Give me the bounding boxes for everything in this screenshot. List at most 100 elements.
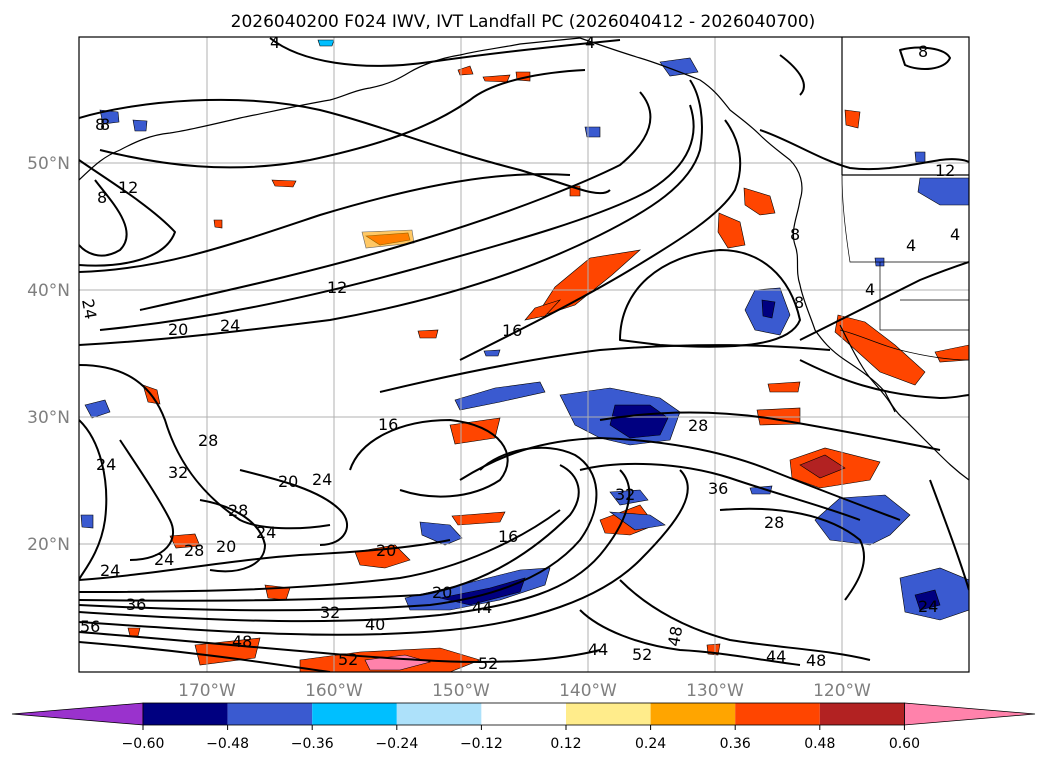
contour-label: 52 [632, 645, 652, 664]
contour-label: 24 [78, 297, 100, 320]
contour-label: 20 [432, 583, 452, 602]
contour-line [79, 446, 598, 612]
shade-positive [271, 179, 297, 188]
contour-label: 28 [184, 541, 204, 560]
contour-label: 24 [918, 597, 938, 616]
contour-label: 52 [338, 650, 358, 669]
contour-label: 36 [126, 595, 146, 614]
lon-label: 170°W [178, 681, 236, 701]
shade-negative [84, 399, 111, 419]
colorbar-segment [566, 703, 651, 725]
contour-label: 4 [950, 225, 960, 244]
shade-positive [834, 314, 926, 386]
contour-label: 8 [100, 115, 110, 134]
colorbar-segment [650, 703, 736, 725]
contour-line [929, 479, 969, 591]
shade-negative [914, 589, 941, 611]
shade-negative [917, 177, 969, 206]
colorbar-tick-label: −0.60 [122, 736, 165, 752]
contour-label: 16 [378, 415, 398, 434]
contour-label: 24 [100, 561, 120, 580]
contour-line [799, 261, 969, 341]
contour-line [579, 462, 861, 521]
contour-label: 24 [154, 550, 174, 569]
contour-label: 28 [228, 501, 248, 520]
contour-line [779, 54, 805, 96]
lat-label: 40°N [27, 281, 70, 301]
contour-label: 32 [320, 603, 340, 622]
contour-line [899, 46, 951, 71]
shade-positive [743, 187, 776, 216]
colorbar-ticks [142, 725, 905, 730]
shade-negative [80, 514, 94, 529]
shade-positive [194, 637, 261, 666]
contour-line [79, 469, 689, 636]
colorbar: −0.60 −0.48 −0.36 −0.24 −0.12 0.12 0.24 … [11, 702, 1036, 752]
contour-label: 12 [118, 178, 138, 197]
contour-line [79, 464, 580, 602]
contour-label: 4 [906, 236, 916, 255]
contour-label: 24 [96, 455, 116, 474]
colorbar-tick-label: −0.12 [460, 736, 503, 752]
shade-negative [584, 126, 601, 138]
shade-negative [749, 485, 773, 495]
shade-positive [417, 329, 439, 339]
contour-label: 8 [97, 188, 107, 207]
contour-label: 8 [918, 42, 928, 61]
contour-line [269, 37, 621, 67]
coastline-alaska-gulf [579, 37, 969, 481]
contour-label: 12 [935, 161, 955, 180]
contour-line [79, 98, 611, 195]
contour-line [79, 641, 331, 672]
contour-line [459, 437, 901, 521]
map-frame [78, 36, 970, 673]
contour-line [79, 419, 108, 581]
shade-negative [454, 381, 546, 411]
contour-line [139, 91, 652, 311]
contour-label: 44 [766, 647, 786, 666]
colorbar-segment [481, 703, 566, 725]
contour-label: 12 [327, 278, 347, 297]
contour-label: 20 [278, 472, 298, 491]
border-us [841, 174, 969, 331]
contour-label: 48 [664, 625, 686, 648]
border-mexico [839, 329, 969, 361]
contour-label: 44 [472, 598, 492, 617]
colorbar-extend-low [11, 702, 144, 726]
shade-negative [317, 39, 335, 47]
shade-negative [419, 521, 463, 546]
colorbar-tick-label: 0.24 [635, 736, 666, 752]
colorbar-tick-label: −0.48 [206, 736, 249, 752]
latitude-labels: 50°N 40°N 30°N 20°N [27, 154, 70, 555]
contour-label: 48 [806, 651, 826, 670]
contour-line [349, 419, 509, 498]
colorbar-tick-label: 0.36 [720, 736, 751, 752]
shade-negative [132, 119, 148, 132]
colorbar-segment [735, 703, 820, 725]
contour-label: 20 [216, 537, 236, 556]
contour-label: 28 [688, 416, 708, 435]
lon-label: 160°W [305, 681, 363, 701]
contour-line [599, 411, 941, 451]
contour-line [619, 579, 871, 661]
contour-label: 48 [232, 632, 252, 651]
coastlines [79, 37, 969, 481]
contour-label: 8 [95, 115, 105, 134]
lon-label: 140°W [559, 681, 617, 701]
contour-line [719, 507, 865, 601]
shade-negative [814, 494, 911, 546]
contour-line [79, 539, 451, 581]
contour-label: 8 [794, 293, 804, 312]
contour-label: 24 [256, 523, 276, 542]
contour-label: 4 [270, 33, 280, 52]
contour-line [379, 344, 831, 393]
shade-positive [524, 299, 562, 321]
contour-label: 32 [168, 463, 188, 482]
shade-positive [361, 229, 415, 249]
lon-label: 130°W [686, 681, 744, 701]
contour-labels: 4 8 12 8 8 12 24 20 24 16 16 28 32 24 20… [78, 33, 960, 673]
contour-line [79, 173, 571, 273]
shade-positive [844, 109, 861, 129]
contour-line [99, 104, 695, 331]
